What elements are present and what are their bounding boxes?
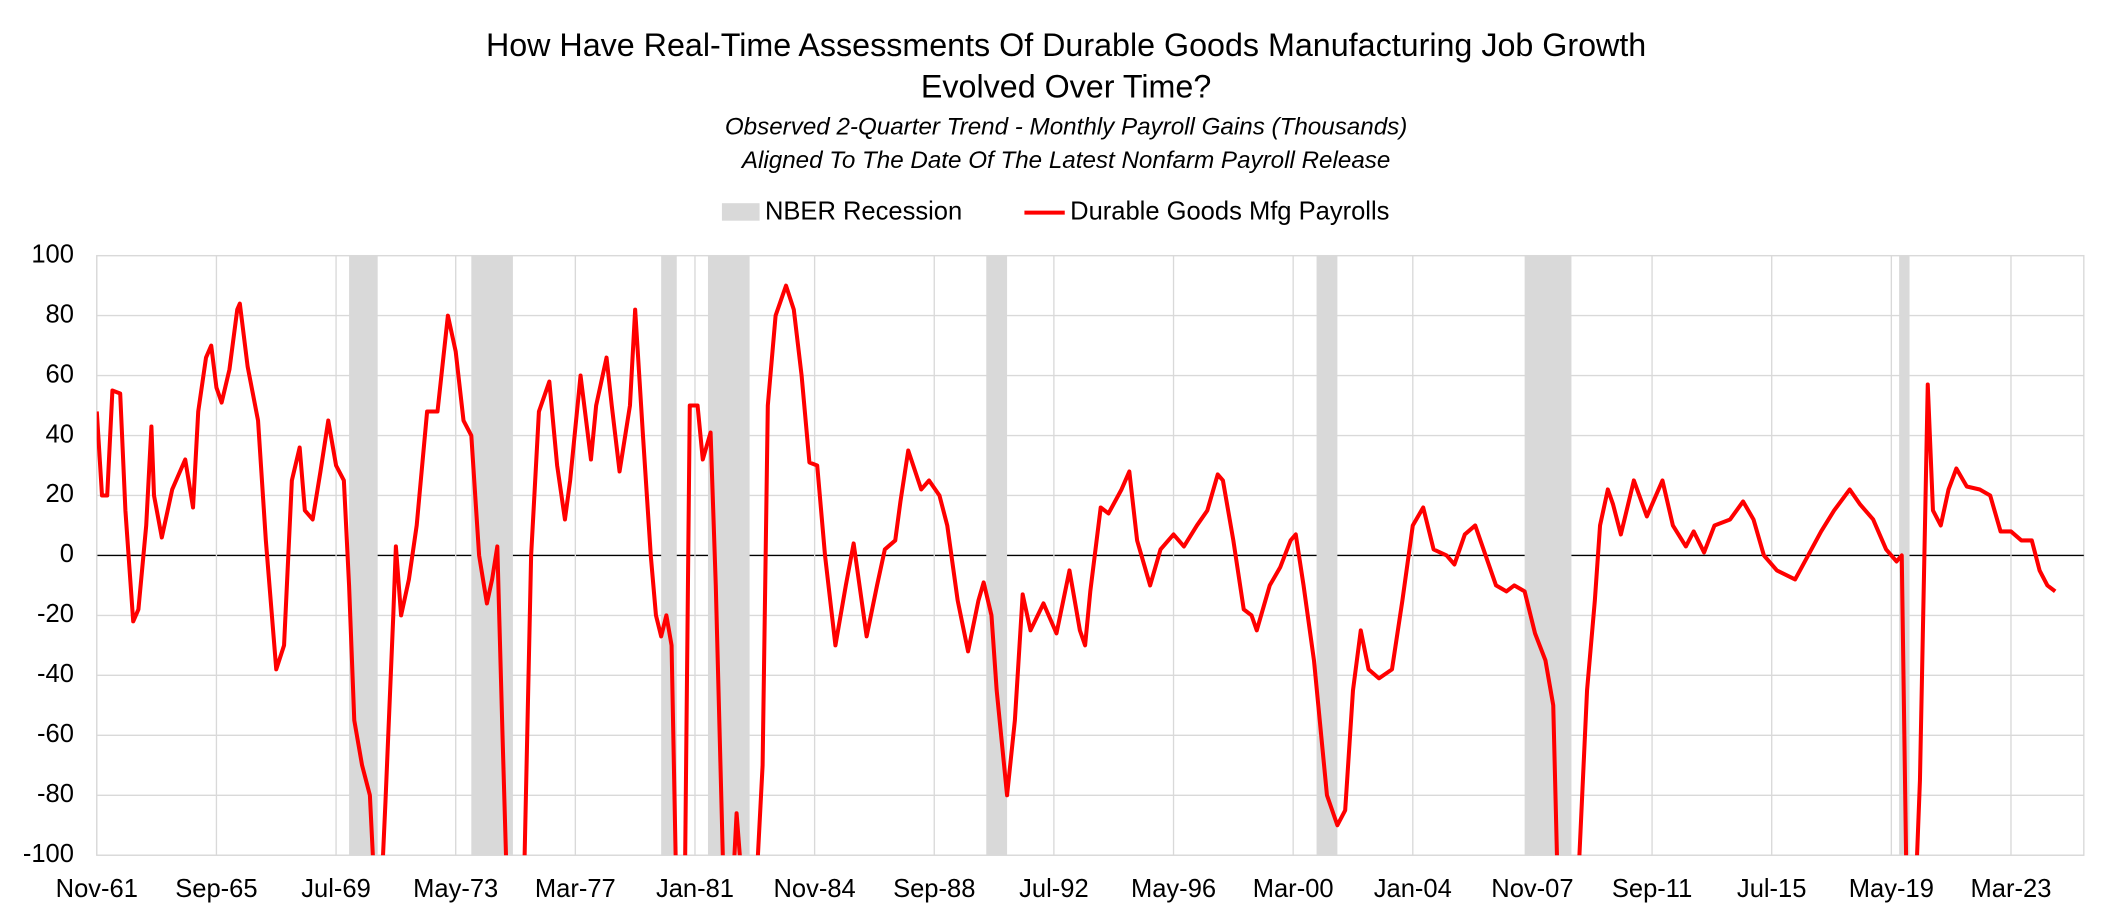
x-tick-label: May-73 [413,875,498,903]
y-tick-label: -40 [37,660,74,688]
data-line [96,283,2057,856]
x-tick-label: Nov-61 [56,875,138,903]
y-tick-label: -60 [37,720,74,748]
legend: NBER Recession Durable Goods Mfg Payrolls [721,197,1389,225]
y-tick-label: 60 [46,360,74,388]
plot [96,283,2057,856]
legend-swatch [721,203,760,221]
x-tick-label: Mar-00 [1253,875,1334,903]
y-tick-label: -100 [23,840,74,868]
recession-bands [349,255,1910,856]
x-tick-label: Sep-11 [1612,875,1692,903]
legend-label: Durable Goods Mfg Payrolls [1070,197,1389,225]
y-tick-label: 100 [31,240,74,268]
axis-labels: -100 -80 -60 -40 -20 0 20 40 60 80 100 Nov-61 Sep-65… [23,240,2052,903]
y-tick-label: -80 [37,780,74,808]
recession-band [986,255,1008,856]
x-tick-label: Mar-77 [535,875,616,903]
x-tick-label: Jul-92 [1019,875,1089,903]
x-tick-label: May-19 [1849,875,1934,903]
chart-subtitle: Observed 2-Quarter Trend - Monthly Payro… [725,113,1407,140]
x-tick-label: Sep-88 [893,875,975,903]
x-tick-label: Sep-65 [175,875,257,903]
x-tick-label: Mar-23 [1971,875,2052,903]
y-tick-label: 80 [46,300,74,328]
x-tick-label: Nov-07 [1491,875,1573,903]
x-tick-label: Jan-81 [656,875,734,903]
recession-band [1524,255,1572,856]
y-tick-label: -20 [37,600,74,628]
chart-title: How Have Real-Time Assessments Of Durabl… [486,27,1646,63]
recession-band [1899,255,1910,856]
x-tick-label: May-96 [1131,875,1216,903]
recession-band [1316,255,1338,856]
chart-subtitle: Aligned To The Date Of The Latest Nonfar… [740,147,1390,174]
x-tick-label: Jul-69 [301,875,371,903]
y-tick-label: 40 [46,420,74,448]
legend-label: NBER Recession [765,197,962,225]
y-tick-label: 20 [46,480,74,508]
x-tick-label: Nov-84 [773,875,855,903]
chart-title: Evolved Over Time? [921,68,1211,104]
y-tick-label: 0 [60,540,74,568]
x-tick-label: Jul-15 [1737,875,1807,903]
recession-band [349,255,378,856]
x-tick-label: Jan-04 [1374,875,1452,903]
